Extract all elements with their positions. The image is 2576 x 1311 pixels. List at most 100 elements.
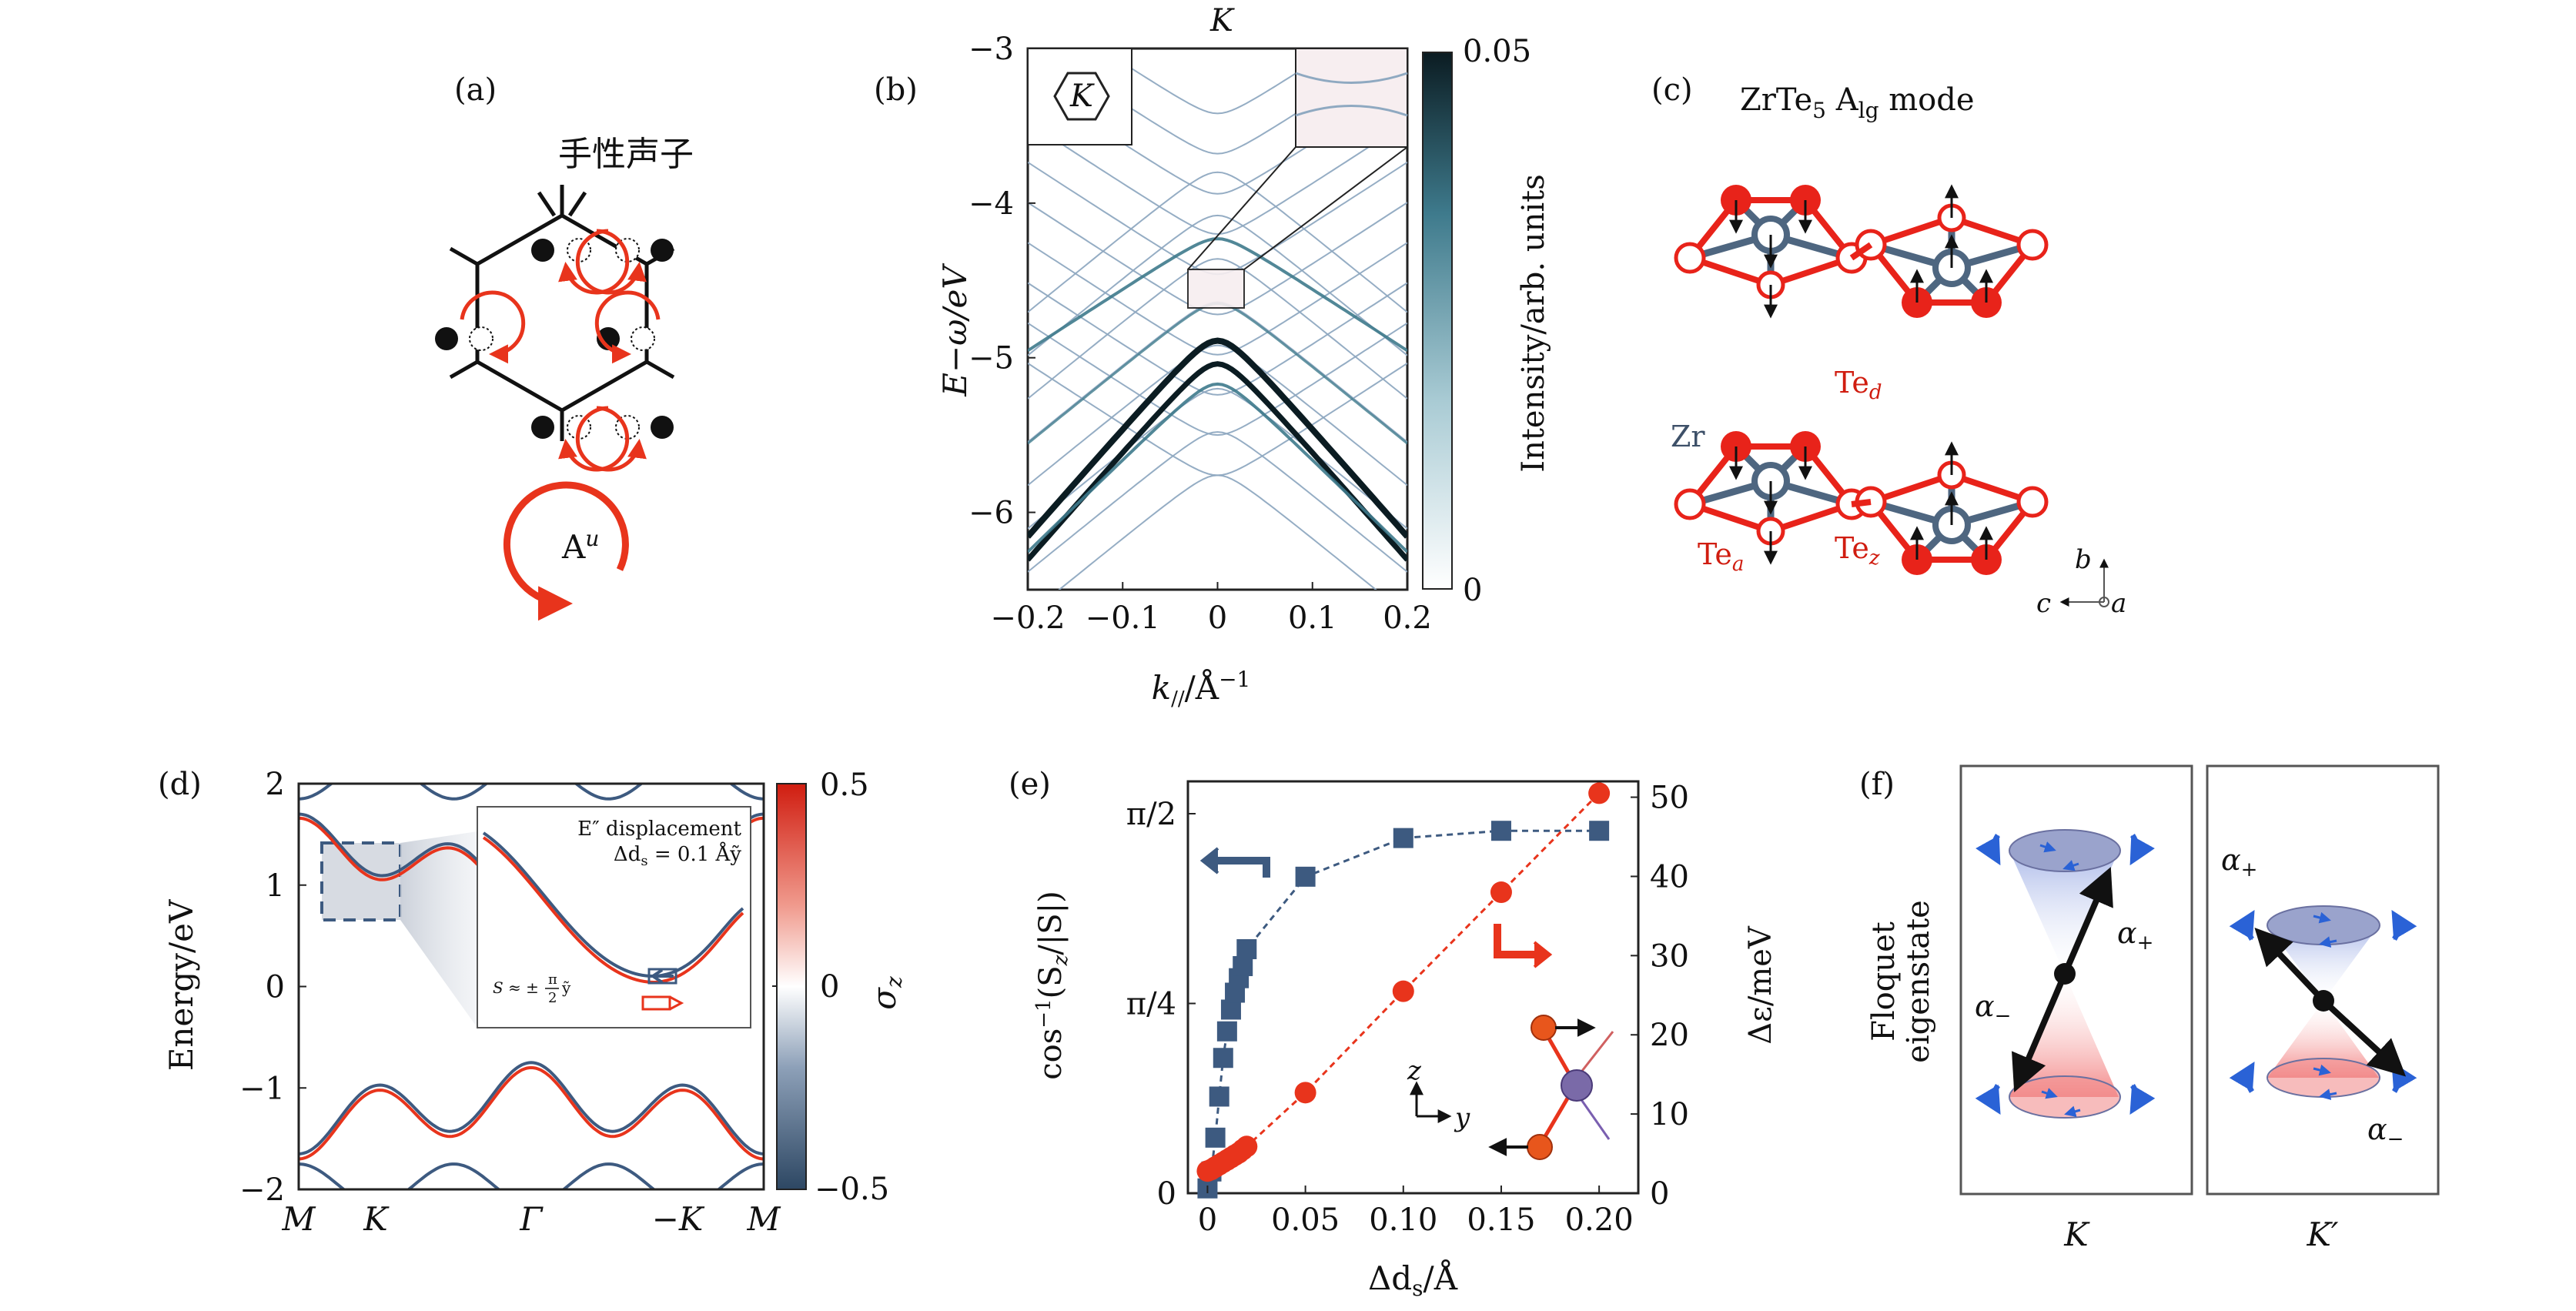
ytick-label: 1 [266,868,285,904]
xtick-label: Γ [519,1200,544,1238]
band-line [1058,474,1377,590]
te-bond [1849,242,1873,261]
panel-c-title: ZrTe5 Alg mode [1740,82,1975,123]
xtick-label: 0.15 [1467,1202,1535,1238]
ytick-label: 0 [266,970,285,1005]
label-zr: Zr [1671,420,1705,453]
band-line [1028,344,1407,487]
inset-formula-den: 2 [548,990,557,1006]
band-line [1099,48,1337,115]
cb-b-label: Intensity/arb. units [1516,174,1551,472]
floquet-panel-k: α+ α− [1959,764,2193,1196]
k-alpha-plus: α+ [2117,916,2153,955]
xtick-label: 0.05 [1271,1202,1340,1238]
axis-a: a [2111,588,2126,619]
mode-rotation-arrow: Au [503,481,629,621]
ytick-label: −5 [969,341,1014,376]
panel-label-d: (d) [158,767,202,802]
xtick-label: 0.10 [1369,1202,1437,1238]
xtick-label: −K [652,1200,705,1238]
inset-axis-y: y [1454,1102,1470,1133]
data-point-square [1209,1086,1229,1107]
kp-alpha-plus: α+ [2221,843,2257,881]
xtick-label: M [281,1200,316,1238]
band-inset: E″ displacement Δds = 0.1 Åỹ S ≈ ± π 2 ỹ [477,806,751,1028]
panel-label-a: (a) [454,72,497,108]
cb-d-label: σz [865,976,907,1010]
label-tea: Tea [1698,537,1744,576]
data-point-square [1589,821,1610,841]
data-point-circle [1588,782,1611,804]
panel-label-b: (b) [874,72,918,108]
band-line [1028,171,1407,313]
band-line [299,1065,764,1161]
band-line [299,1061,764,1155]
cb-d-mid: 0 [820,969,839,1005]
rotation-arrows [460,229,661,472]
cb-d-max: 0.5 [820,768,869,803]
molecule-inset: z y [1407,1015,1614,1160]
band-line [1028,431,1407,573]
te-atom [2016,486,2049,518]
inset-line2: Δds = 0.1 Åỹ [614,841,741,869]
panel-a-title: 手性声子 [558,135,694,174]
inset-axis-z: z [1407,1055,1422,1086]
panel-label-c: (c) [1651,72,1693,108]
f-ylabel-1: Floquet [1866,921,1902,1042]
ytick-label: −4 [969,186,1014,222]
f-xlabel-kprime: K′ [2307,1216,2339,1253]
arpes-plot: K −3 −4 −5 −6 −0.2 −0.1 0 0.1 0.2 [969,32,1432,636]
band-line [1028,258,1407,400]
crystal-axes [2059,558,2109,607]
data-point-square [1393,828,1413,848]
data-point-square [1205,1127,1226,1148]
ytick-label: 2 [266,767,285,802]
xtick-label: K [363,1200,390,1238]
te-bond [1851,499,1872,507]
e-xlabel: Δds/Å [1368,1259,1458,1301]
xtick-label: −0.1 [1086,600,1160,636]
band-line [1028,214,1407,356]
highlight-box [320,841,402,921]
axis-c: c [2036,588,2051,619]
ytick-left-label: π/2 [1126,797,1176,832]
inset-formula-num: π [548,972,557,988]
xtick-label: 0.1 [1288,600,1337,636]
te-atom [1674,242,1706,274]
inset-k-label: K [1069,79,1095,114]
xtick-label: 0.20 [1565,1202,1634,1238]
data-point-square [1490,821,1511,841]
ytick-label: −3 [969,32,1014,67]
label-ted: Ted [1835,366,1882,404]
data-point-square [1216,1021,1237,1042]
te-atom [2016,229,2049,261]
e-ylabel-right: Δε/meV [1743,925,1778,1045]
arpes-colorbar: 0.05 0 Intensity/arb. units [1422,34,1551,608]
inset-line1: E″ displacement [577,818,741,841]
ytick-left-label: π/4 [1126,987,1176,1022]
arpes-inset-zoom: K [1027,48,1408,309]
xtick-label: 0 [1198,1202,1217,1238]
ytick-right-label: 30 [1650,938,1689,974]
data-point-circle [1294,1082,1316,1104]
data-point-circle [1236,1135,1258,1158]
kp-alpha-minus: α− [2367,1112,2404,1151]
ytick-label: −1 [239,1071,285,1106]
xtick-label: M [746,1200,781,1238]
ytick-right-label: 50 [1650,781,1689,816]
cb-b-min: 0 [1463,573,1482,608]
e-ylabel-left: cos−1(Sz/|S|) [1032,891,1072,1080]
data-point-circle [1490,881,1512,904]
band-line [1028,282,1407,396]
arpes-axes: −3 −4 −5 −6 −0.2 −0.1 0 0.1 0.2 [969,32,1432,636]
arpes-xlabel: k///Å−1 [1152,667,1251,711]
ytick-right-label: 0 [1650,1176,1669,1212]
data-point-square [1236,939,1257,960]
data-point-square [1295,866,1316,887]
data-point-square [1220,999,1241,1020]
band-line [1028,387,1407,530]
cb-b-max: 0.05 [1463,34,1531,69]
xtick-label: 0 [1208,600,1227,636]
axis-b: b [2075,544,2092,575]
band-line [1028,361,1407,562]
